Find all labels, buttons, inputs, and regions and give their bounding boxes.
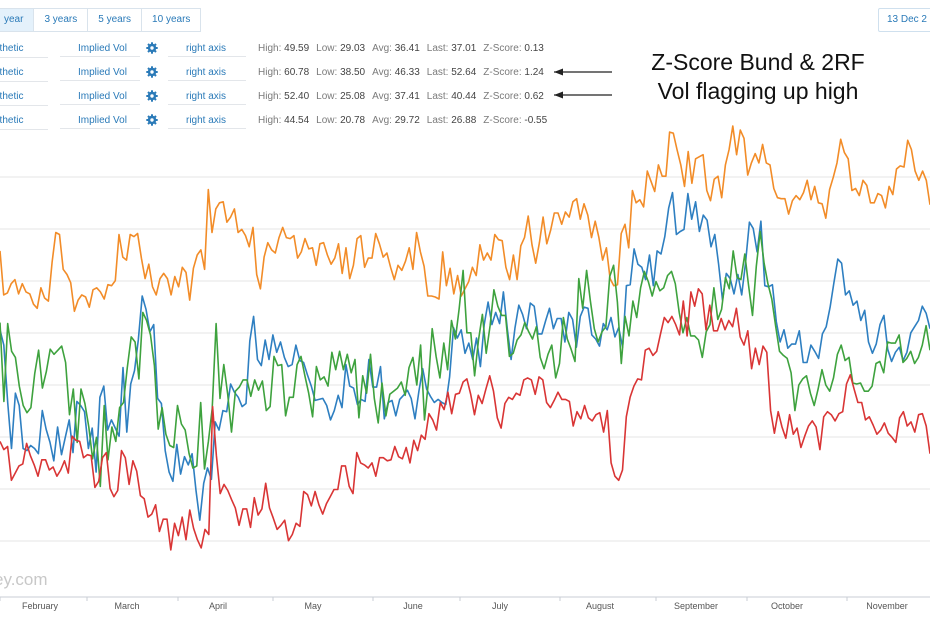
range-tabs: year 3 years 5 years 10 years xyxy=(0,8,202,32)
series-name-field[interactable]: nthetic xyxy=(0,89,48,106)
vol-type-select[interactable]: Implied Vol xyxy=(60,65,140,81)
high-value: 60.78 xyxy=(284,67,310,78)
x-tick-label: May xyxy=(304,601,322,611)
vol-type-select[interactable]: Implied Vol xyxy=(60,89,140,105)
last-label: Last: xyxy=(426,115,449,126)
low-value: 20.78 xyxy=(340,115,366,126)
high-value: 49.59 xyxy=(284,43,310,54)
high-label: High: xyxy=(258,91,282,102)
x-tick-label: April xyxy=(209,601,227,611)
last-label: Last: xyxy=(426,91,449,102)
series-name-field[interactable]: nthetic xyxy=(0,41,48,58)
avg-label: Avg: xyxy=(372,91,392,102)
zscore-value: 0.13 xyxy=(524,43,544,54)
zscore-value: 0.62 xyxy=(524,91,544,102)
last-value: 26.88 xyxy=(451,115,477,126)
range-tab-10-years[interactable]: 10 years xyxy=(142,8,202,32)
series-row: nthetic Implied Vol right axis High: 52.… xyxy=(0,86,560,106)
last-label: Last: xyxy=(426,43,449,54)
range-tab-3-years[interactable]: 3 years xyxy=(34,8,89,32)
annotation-arrows xyxy=(554,68,612,99)
high-label: High: xyxy=(258,67,282,78)
avg-value: 36.41 xyxy=(394,43,420,54)
x-axis: February March April May June July August Septe… xyxy=(0,597,908,611)
zscore-value: 1.24 xyxy=(524,67,544,78)
gear-icon[interactable] xyxy=(146,90,158,102)
avg-value: 37.41 xyxy=(394,91,420,102)
avg-label: Avg: xyxy=(372,115,392,126)
series-stats: High: 60.78 Low: 38.50 Avg: 46.33 Last: 52.… xyxy=(258,65,551,80)
avg-label: Avg: xyxy=(372,67,392,78)
gridlines xyxy=(0,176,930,598)
x-tick-label: July xyxy=(492,601,509,611)
x-tick-label: June xyxy=(403,601,423,611)
series-lines xyxy=(0,125,930,551)
annotation-text: Z-Score Bund & 2RF Vol flagging up high xyxy=(608,48,908,106)
series-line xyxy=(0,191,930,522)
zscore-label: Z-Score: xyxy=(483,115,522,126)
zscore-label: Z-Score: xyxy=(483,91,522,102)
axis-select[interactable]: right axis xyxy=(168,89,246,105)
vol-type-select[interactable]: Implied Vol xyxy=(60,41,140,57)
low-value: 29.03 xyxy=(340,43,366,54)
end-date-input[interactable]: 13 Dec 2 xyxy=(877,8,930,32)
axis-select[interactable]: right axis xyxy=(168,113,246,129)
series-line xyxy=(0,287,930,551)
range-tab-1-year[interactable]: year xyxy=(0,8,35,32)
x-tick-label: February xyxy=(22,601,59,611)
series-row: nthetic Implied Vol right axis High: 60.… xyxy=(0,62,560,82)
arrow-1-head xyxy=(554,68,563,76)
high-label: High: xyxy=(258,43,282,54)
avg-label: Avg: xyxy=(372,43,392,54)
series-name-field[interactable]: nthetic xyxy=(0,65,48,82)
avg-value: 46.33 xyxy=(394,67,420,78)
x-tick-label: October xyxy=(771,601,803,611)
gear-icon[interactable] xyxy=(146,114,158,126)
x-tick-label: August xyxy=(586,601,615,611)
last-label: Last: xyxy=(426,67,449,78)
gear-icon[interactable] xyxy=(146,66,158,78)
avg-value: 29.72 xyxy=(394,115,420,126)
high-label: High: xyxy=(258,115,282,126)
zscore-label: Z-Score: xyxy=(483,67,522,78)
vol-type-select[interactable]: Implied Vol xyxy=(60,113,140,129)
axis-select[interactable]: right axis xyxy=(168,41,246,57)
series-line xyxy=(0,125,930,313)
range-tab-5-years[interactable]: 5 years xyxy=(88,8,143,32)
zscore-value: -0.55 xyxy=(524,115,548,126)
last-value: 52.64 xyxy=(451,67,477,78)
zscore-label: Z-Score: xyxy=(483,43,522,54)
axis-select[interactable]: right axis xyxy=(168,65,246,81)
last-value: 40.44 xyxy=(451,91,477,102)
watermark: ey.com xyxy=(0,570,48,589)
high-value: 52.40 xyxy=(284,91,310,102)
annotation-line-1: Z-Score Bund & 2RF xyxy=(651,49,865,75)
x-tick-label: March xyxy=(114,601,139,611)
series-name-field[interactable]: nthetic xyxy=(0,113,48,130)
series-stats: High: 49.59 Low: 29.03 Avg: 36.41 Last: 37.… xyxy=(258,41,551,56)
arrow-2-head xyxy=(554,91,563,99)
low-label: Low: xyxy=(316,67,338,78)
series-stats: High: 52.40 Low: 25.08 Avg: 37.41 Last: 40.… xyxy=(258,89,551,104)
series-row: nthetic Implied Vol right axis High: 49.… xyxy=(0,38,560,58)
low-label: Low: xyxy=(316,91,338,102)
low-label: Low: xyxy=(316,115,338,126)
high-value: 44.54 xyxy=(284,115,310,126)
gear-icon[interactable] xyxy=(146,42,158,54)
low-value: 38.50 xyxy=(340,67,366,78)
last-value: 37.01 xyxy=(451,43,477,54)
annotation-line-2: Vol flagging up high xyxy=(657,78,859,104)
series-line xyxy=(0,230,930,488)
series-row: nthetic Implied Vol right axis High: 44.… xyxy=(0,110,560,130)
low-value: 25.08 xyxy=(340,91,366,102)
x-tick-label: September xyxy=(674,601,718,611)
x-tick-label: November xyxy=(866,601,908,611)
low-label: Low: xyxy=(316,43,338,54)
series-stats: High: 44.54 Low: 20.78 Avg: 29.72 Last: 26.… xyxy=(258,113,554,128)
